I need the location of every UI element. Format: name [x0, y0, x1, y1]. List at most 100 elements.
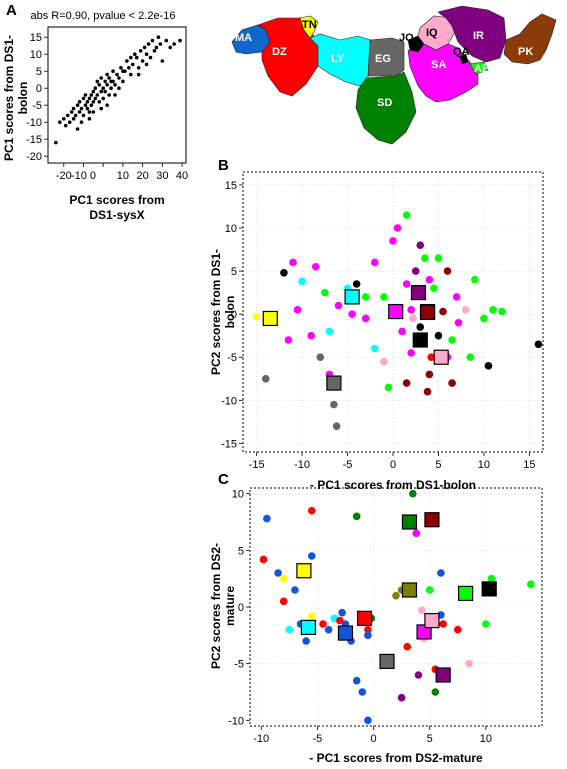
a-point — [77, 110, 82, 114]
a-point — [107, 76, 111, 80]
b-centroid-square — [388, 303, 404, 320]
b-point — [461, 306, 470, 314]
a-point — [71, 106, 76, 111]
b-point — [439, 307, 447, 316]
panel-b-points — [252, 211, 543, 430]
b-point — [407, 306, 415, 314]
panel-a-points — [54, 35, 182, 145]
map-label-pk: PK — [518, 46, 533, 58]
c-point — [487, 574, 496, 583]
b-centroid-square — [410, 285, 427, 301]
map-label-jo: JO — [399, 32, 414, 44]
panel-b-y-axis: -15 -10 -5 0 5 10 15 — [221, 180, 243, 450]
b-point — [425, 370, 434, 379]
c-point — [409, 489, 417, 498]
map-region-sd — [355, 71, 417, 145]
b-point — [480, 314, 488, 323]
b-point — [402, 211, 411, 219]
map-label-sa: SA — [431, 59, 446, 71]
c-point — [279, 597, 288, 606]
b-y-tick-label: -5 — [227, 352, 237, 364]
a-point — [156, 35, 161, 39]
c-point — [274, 569, 282, 577]
c-point — [453, 625, 462, 634]
a-point — [117, 76, 121, 80]
c-point — [439, 620, 447, 628]
a-x-tick-label: 40 — [176, 170, 188, 182]
a-y-tick-label: 0 — [36, 83, 42, 95]
c-centroid-square — [458, 585, 474, 602]
b-point — [361, 293, 370, 301]
a-point — [117, 86, 121, 90]
panel-c-ylabel-line2: mature — [223, 586, 237, 626]
b-point — [261, 374, 270, 383]
a-point — [61, 117, 66, 121]
b-point — [427, 353, 435, 362]
a-point — [83, 103, 88, 107]
c-x-tick-label: 0 — [370, 733, 376, 745]
a-point — [140, 59, 145, 63]
region-map: MA DZ TN LY EG SD JO IQ IR SA QA AE PK — [231, 5, 557, 145]
a-point — [103, 79, 107, 84]
a-point — [107, 93, 111, 97]
a-point — [134, 55, 139, 60]
panel-b-xlabel: - PC1 scores from DS1-bolon — [310, 478, 476, 492]
a-point — [95, 93, 100, 97]
c-point — [437, 569, 445, 577]
b-y-tick-label: -15 — [221, 438, 237, 450]
panel-a-x-axis: -20 -10 0 10 20 30 40 — [56, 163, 188, 182]
a-point — [103, 89, 107, 94]
c-x-tick-label: -10 — [253, 733, 269, 745]
a-point — [113, 93, 117, 97]
b-point — [443, 267, 452, 275]
c-point — [403, 642, 412, 651]
b-point — [311, 262, 320, 271]
b-point — [361, 314, 370, 323]
a-point — [81, 113, 86, 118]
a-point — [152, 49, 157, 53]
c-point — [263, 514, 271, 523]
a-point — [69, 110, 74, 114]
b-centroid-square — [419, 304, 436, 321]
c-point — [392, 591, 400, 600]
map-label-dz: DZ — [272, 46, 287, 58]
c-point — [364, 631, 372, 640]
a-point — [109, 79, 113, 84]
b-point — [348, 310, 356, 318]
c-centroid-square — [379, 653, 395, 670]
b-x-tick-label: 0 — [390, 459, 396, 471]
a-point — [113, 83, 117, 87]
b-point — [352, 280, 361, 288]
c-centroid-square — [401, 582, 418, 598]
panel-c-points — [259, 489, 535, 725]
a-point — [99, 106, 104, 111]
a-point — [85, 100, 90, 104]
b-point — [466, 353, 475, 362]
a-point — [136, 66, 141, 70]
a-point — [178, 38, 182, 43]
a-point — [109, 86, 113, 90]
a-point — [81, 96, 86, 101]
c-centroid-square — [401, 514, 418, 530]
scatter-panel-a: abs R=0.90, pvalue < 2.2e-16 -20 -15 -10 -5… — [2, 10, 188, 222]
b-point — [289, 258, 297, 267]
b-point — [389, 237, 397, 245]
b-point — [423, 387, 432, 396]
panel-a-ylabel-line1: PC1 scores from DS1- — [2, 35, 16, 161]
a-point — [164, 38, 169, 43]
panel-a-ylabel-line2: bolon — [16, 82, 30, 115]
b-x-tick-label: 15 — [523, 459, 535, 471]
c-point — [418, 606, 426, 615]
panel-c-frame — [249, 487, 543, 727]
a-point — [148, 55, 153, 60]
a-point — [71, 117, 76, 121]
a-point — [121, 79, 125, 84]
b-point — [448, 379, 456, 387]
map-label-iq: IQ — [426, 27, 438, 39]
b-x-tick-label: -5 — [343, 459, 353, 471]
c-point — [364, 716, 372, 725]
a-point — [75, 103, 80, 107]
c-y-tick-label: -5 — [234, 659, 244, 671]
b-y-tick-label: 15 — [225, 180, 237, 192]
